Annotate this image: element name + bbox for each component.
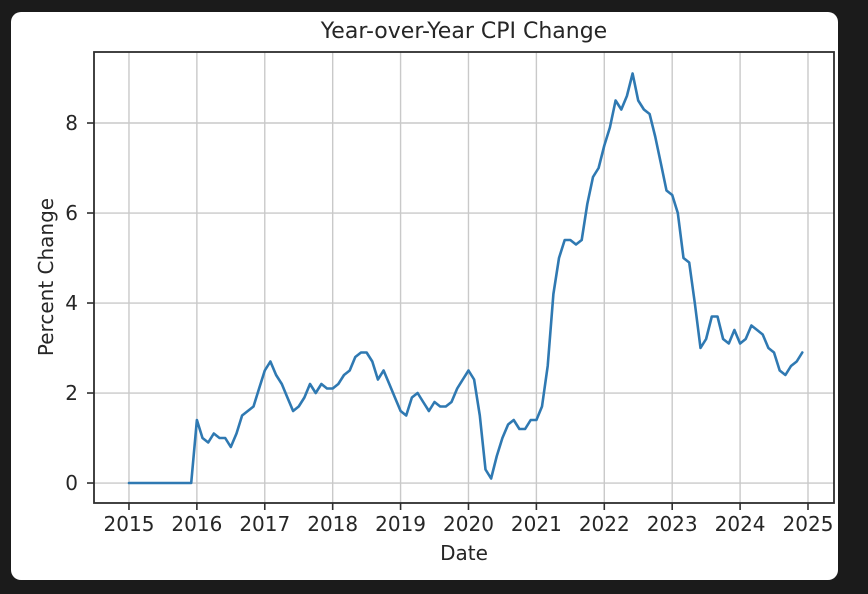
cpi-data-line	[127, 72, 804, 485]
x-axis-label: Date	[440, 541, 488, 565]
x-tick-label-2019: 2019	[375, 512, 427, 536]
x-tick-label-2015: 2015	[103, 512, 155, 536]
x-tick-label-2021: 2021	[510, 512, 562, 536]
x-tick-label-2016: 2016	[171, 512, 223, 536]
y-tick-label-2: 2	[65, 381, 78, 406]
chart-title: Year-over-Year CPI Change	[320, 19, 608, 44]
x-tick-label-2018: 2018	[307, 512, 359, 536]
x-tick-label-2023: 2023	[646, 512, 698, 536]
axes-frame	[93, 51, 835, 504]
x-tick-label-2017: 2017	[239, 512, 291, 536]
y-tick-label-0: 0	[65, 471, 78, 496]
figure-background	[11, 12, 838, 580]
x-tick-label-2025: 2025	[782, 512, 834, 536]
y-tick-label-4: 4	[65, 291, 78, 315]
y-tick-label-6: 6	[65, 201, 78, 225]
x-tick-label-2020: 2020	[443, 512, 494, 536]
y-tick-label-8: 8	[65, 111, 78, 135]
x-tick-label-2022: 2022	[578, 512, 630, 536]
x-tick-label-2024: 2024	[714, 512, 766, 536]
